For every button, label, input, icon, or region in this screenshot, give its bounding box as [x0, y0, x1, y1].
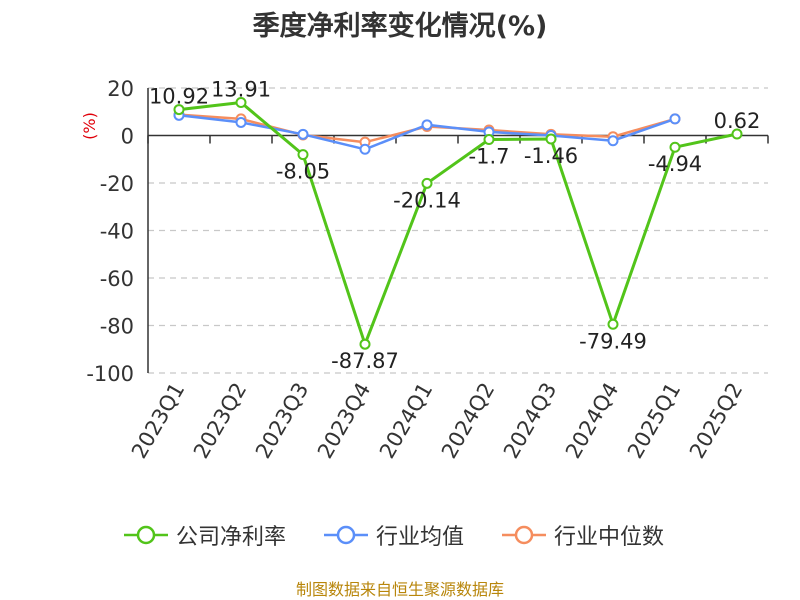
data-label: -20.14 [393, 188, 461, 212]
y-tick-label: -40 [100, 220, 134, 244]
data-label: 13.91 [211, 77, 271, 101]
x-tick-label: 2025Q1 [623, 379, 685, 463]
x-tick-label: 2023Q2 [189, 379, 251, 463]
y-tick-label: -20 [100, 172, 134, 196]
legend-item-industry-mean[interactable]: 行业均值 [322, 520, 464, 550]
x-tick-label: 2024Q2 [437, 379, 499, 463]
data-label: 0.62 [714, 109, 761, 133]
x-tick-label: 2025Q2 [685, 379, 747, 463]
data-point-0 [359, 338, 371, 350]
x-tick-label: 2023Q3 [251, 379, 313, 463]
data-point-0 [173, 104, 185, 116]
data-point-0 [669, 141, 681, 153]
x-tick-label: 2023Q4 [313, 379, 375, 463]
x-tick-label: 2023Q1 [127, 379, 189, 463]
y-tick-label: 20 [107, 77, 134, 101]
legend-label-industry-median: 行业中位数 [554, 525, 665, 550]
data-point-1 [421, 119, 433, 131]
y-tick-label: -60 [100, 267, 134, 291]
legend-label-industry-mean: 行业均值 [376, 525, 465, 550]
data-point-0 [483, 134, 495, 146]
y-tick-label: 0 [121, 125, 134, 149]
chart-title: 季度净利率变化情况(%) [252, 11, 548, 42]
data-label: -4.94 [648, 152, 702, 176]
data-point-0 [421, 177, 433, 189]
y-axis-label: (%) [80, 112, 99, 140]
legend-item-industry-median[interactable]: 行业中位数 [500, 520, 664, 550]
data-point-0 [607, 318, 619, 330]
legend-item-company[interactable]: 公司净利率 [122, 520, 286, 550]
data-point-1 [359, 143, 371, 155]
series-line-0 [178, 101, 738, 346]
data-point-0 [731, 128, 743, 140]
data-label: -87.87 [331, 349, 399, 373]
x-tick-label: 2024Q4 [561, 379, 623, 463]
x-tick-label: 2024Q1 [375, 379, 437, 463]
legend-marker-company [124, 525, 168, 545]
x-tick-label: 2024Q3 [499, 379, 561, 463]
data-label: -1.7 [469, 145, 510, 169]
data-label: -1.46 [524, 144, 578, 168]
data-point-1 [297, 128, 309, 140]
legend-marker-industry-mean [324, 525, 368, 545]
data-label: 10.92 [149, 85, 209, 109]
data-label: -8.05 [276, 160, 330, 184]
data-point-1 [607, 135, 619, 147]
data-point-0 [297, 149, 309, 161]
data-point-1 [235, 116, 247, 128]
data-label: -79.49 [579, 329, 647, 353]
data-point-0 [545, 133, 557, 145]
source-note: 制图数据来自恒生聚源数据库 [295, 580, 504, 599]
y-tick-label: -100 [86, 362, 134, 386]
legend-marker-industry-median [502, 525, 546, 545]
data-point-0 [235, 96, 247, 108]
legend-label-company: 公司净利率 [176, 525, 287, 550]
data-point-1 [669, 113, 681, 125]
y-tick-label: -80 [100, 315, 134, 339]
